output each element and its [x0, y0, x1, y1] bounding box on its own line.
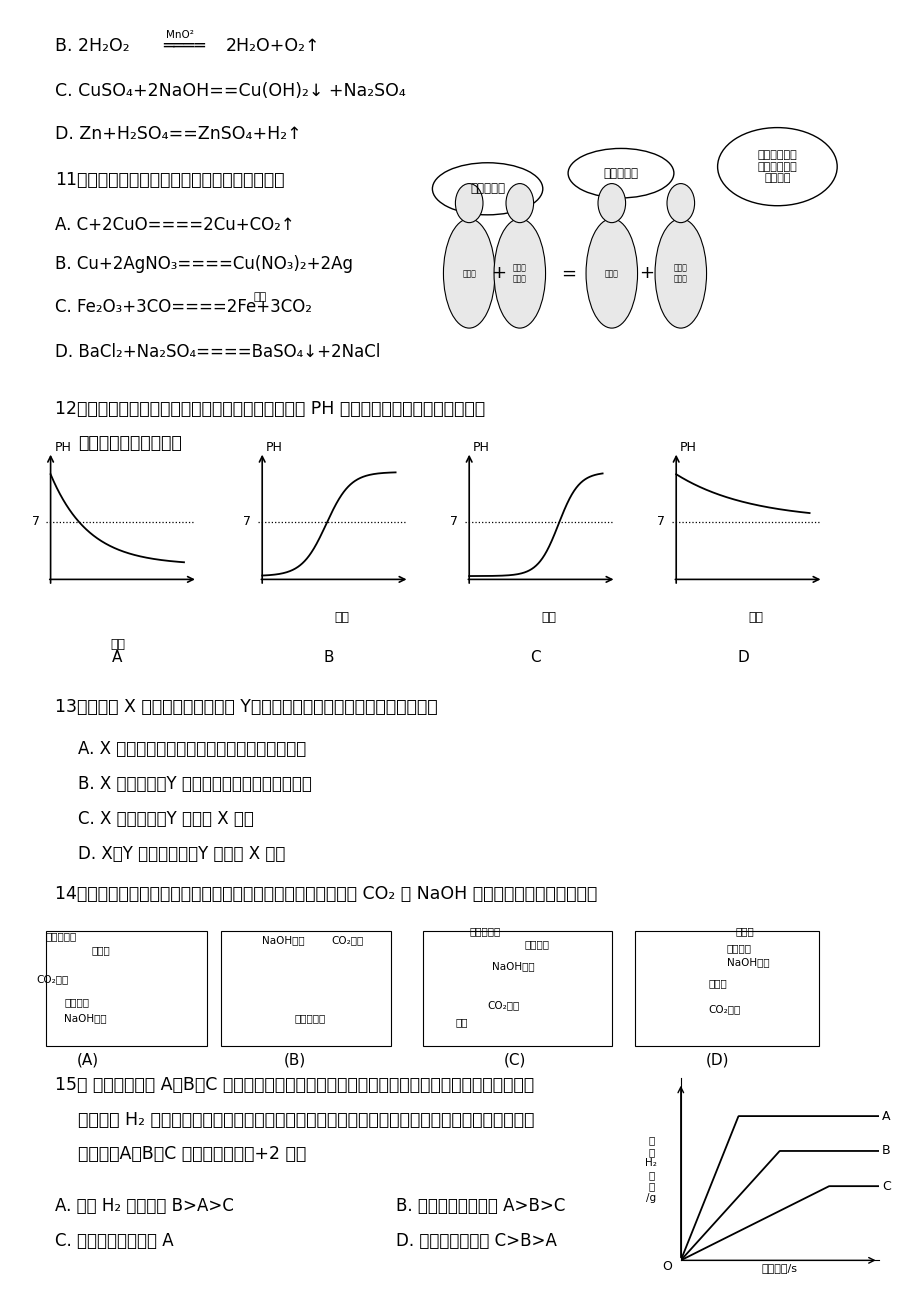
Text: 高温: 高温: [253, 292, 266, 302]
Text: 注入少量: 注入少量: [726, 943, 751, 953]
Text: B: B: [323, 650, 334, 665]
Text: 11、下列化学反应中，符合右图卡通画情景的是: 11、下列化学反应中，符合右图卡通画情景的是: [55, 171, 284, 189]
Text: C: C: [530, 650, 540, 665]
Text: CO₂气体: CO₂气体: [708, 1004, 740, 1014]
Text: 质量: 质量: [541, 611, 556, 624]
Text: A: A: [881, 1109, 890, 1122]
Text: B. 2H₂O₂: B. 2H₂O₂: [55, 36, 130, 55]
Text: NaOH溶液: NaOH溶液: [492, 961, 534, 971]
Text: D. X、Y 都是金属时，Y 一定比 X 活泼: D. X、Y 都是金属时，Y 一定比 X 活泼: [78, 845, 285, 863]
Bar: [221, 931, 391, 1046]
Text: C. CuSO₄+2NaOH==Cu(OH)₂↓ +Na₂SO₄: C. CuSO₄+2NaOH==Cu(OH)₂↓ +Na₂SO₄: [55, 82, 405, 100]
Ellipse shape: [585, 219, 637, 328]
Text: =: =: [561, 264, 575, 283]
Text: 14、有下列四种实验设计及操作，实验过程中其现象不足以说明 CO₂ 与 NaOH 溶液发生了反应的是（　）: 14、有下列四种实验设计及操作，实验过程中其现象不足以说明 CO₂ 与 NaOH…: [55, 885, 596, 904]
Text: 13、某单质 X 能从某溶液中置换出 Y，由此推断下列说法中正确的是（　　）: 13、某单质 X 能从某溶液中置换出 Y，由此推断下列说法中正确的是（ ）: [55, 698, 437, 716]
Bar: [634, 931, 818, 1046]
Text: 质量: 质量: [748, 611, 763, 624]
Text: 取下橡皮塞: 取下橡皮塞: [294, 1013, 325, 1023]
Text: PH: PH: [266, 441, 282, 454]
Text: A: A: [112, 650, 122, 665]
Text: 2H₂O+O₂↑: 2H₂O+O₂↑: [225, 36, 320, 55]
Text: (A): (A): [76, 1052, 98, 1068]
Text: B. Cu+2AgNO₃====Cu(NO₃)₂+2Ag: B. Cu+2AgNO₃====Cu(NO₃)₂+2Ag: [55, 255, 353, 273]
Text: PH: PH: [54, 441, 71, 454]
Text: (B): (B): [283, 1052, 305, 1068]
Text: A. C+2CuO====2Cu+CO₂↑: A. C+2CuO====2Cu+CO₂↑: [55, 216, 295, 234]
Text: 注射器: 注射器: [92, 945, 110, 956]
Bar: [46, 931, 207, 1046]
Text: 我是金属乙: 我是金属乙: [603, 167, 638, 180]
Text: C: C: [881, 1180, 890, 1193]
Text: （已知：A、B、C 在生成物中均为+2 价）: （已知：A、B、C 在生成物中均为+2 价）: [78, 1144, 306, 1163]
Text: O: O: [662, 1260, 672, 1273]
Text: +: +: [491, 264, 505, 283]
Text: NaOH溶液: NaOH溶液: [726, 957, 768, 967]
Ellipse shape: [717, 128, 836, 206]
Circle shape: [666, 184, 694, 223]
Text: CO₂气体: CO₂气体: [331, 935, 363, 945]
Text: NaOH溶液: NaOH溶液: [262, 935, 304, 945]
Text: D. BaCl₂+Na₂SO₄====BaSO₄↓+2NaCl: D. BaCl₂+Na₂SO₄====BaSO₄↓+2NaCl: [55, 342, 380, 361]
Text: ════: ════: [163, 36, 205, 55]
Circle shape: [597, 184, 625, 223]
Ellipse shape: [432, 163, 542, 215]
Text: CO₂气体: CO₂气体: [487, 1000, 519, 1010]
Text: (D): (D): [705, 1052, 729, 1068]
Text: 反应生成 H₂ 的质量与反应时间的关系如图所示。根据图中所提供的信息，得出的结论正确的是。: 反应生成 H₂ 的质量与反应时间的关系如图所示。根据图中所提供的信息，得出的结论…: [78, 1111, 534, 1129]
Ellipse shape: [443, 219, 494, 328]
Text: 金属乙
硫酸根: 金属乙 硫酸根: [512, 264, 527, 283]
Text: 7: 7: [656, 516, 664, 529]
Text: C. Fe₂O₃+3CO====2Fe+3CO₂: C. Fe₂O₃+3CO====2Fe+3CO₂: [55, 298, 312, 316]
Text: 曲线图合理的是（　）: 曲线图合理的是（ ）: [78, 434, 182, 452]
Text: A. X 一定是排在金属活动顺序表中氢以前的金属: A. X 一定是排在金属活动顺序表中氢以前的金属: [78, 740, 306, 758]
Text: 注入少量: 注入少量: [64, 997, 89, 1008]
Text: 塑料瓶: 塑料瓶: [708, 978, 726, 988]
Text: 金属乙: 金属乙: [604, 270, 618, 277]
Text: C. X 是金属时，Y 一定比 X 活泼: C. X 是金属时，Y 一定比 X 活泼: [78, 810, 254, 828]
Text: 我是金属甲: 我是金属甲: [470, 182, 505, 195]
Text: MnO²: MnO²: [165, 30, 193, 40]
Text: 我把金属乙赴
走了我的活动
性比它强: 我把金属乙赴 走了我的活动 性比它强: [756, 150, 797, 184]
Text: C. 反应速率最大的是 A: C. 反应速率最大的是 A: [55, 1232, 174, 1250]
Text: 7: 7: [449, 516, 458, 529]
Text: 与大气相通: 与大气相通: [469, 926, 500, 936]
Text: D. 相对原子质量是 C>B>A: D. 相对原子质量是 C>B>A: [395, 1232, 556, 1250]
Text: 质量: 质量: [110, 638, 125, 651]
Text: +: +: [639, 264, 653, 283]
Text: B: B: [881, 1144, 890, 1157]
Text: 7: 7: [31, 516, 40, 529]
Ellipse shape: [568, 148, 674, 198]
Text: 注射器: 注射器: [735, 926, 754, 936]
Bar: [423, 931, 611, 1046]
Circle shape: [455, 184, 482, 223]
Ellipse shape: [654, 219, 706, 328]
Text: 质量: 质量: [335, 611, 349, 624]
Text: 金属甲
硫酸根: 金属甲 硫酸根: [673, 264, 687, 283]
Text: PH: PH: [679, 441, 696, 454]
Text: 气泡: 气泡: [455, 1017, 468, 1027]
Text: PH: PH: [472, 441, 489, 454]
Ellipse shape: [494, 219, 545, 328]
Text: 12、向某盐酸中逐滴加入氮氧化钓溶液，所得溶液的 PH 与加入氮氧化钓溶液的质量关系: 12、向某盐酸中逐滴加入氮氧化钓溶液，所得溶液的 PH 与加入氮氧化钓溶液的质量…: [55, 400, 485, 418]
Text: NaOH溶液: NaOH溶液: [64, 1013, 107, 1023]
Text: 剑壳熟鸡蛋: 剑壳熟鸡蛋: [46, 931, 77, 941]
Circle shape: [505, 184, 533, 223]
Text: 金属甲: 金属甲: [461, 270, 476, 277]
Text: (C): (C): [504, 1052, 526, 1068]
Text: CO₂气体: CO₂气体: [37, 974, 69, 984]
Text: B. 金属活动性顺序是 A>B>C: B. 金属活动性顺序是 A>B>C: [395, 1197, 564, 1215]
X-axis label: 反应时间/s: 反应时间/s: [761, 1263, 797, 1273]
Text: A. 放出 H₂ 的质量是 B>A>C: A. 放出 H₂ 的质量是 B>A>C: [55, 1197, 233, 1215]
Text: 生
成
H₂
质
量
/g: 生 成 H₂ 质 量 /g: [644, 1135, 656, 1203]
Text: D. Zn+H₂SO₄==ZnSO₄+H₂↑: D. Zn+H₂SO₄==ZnSO₄+H₂↑: [55, 125, 301, 143]
Text: B. X 是金属时，Y 可能是金属，也可能是非金属: B. X 是金属时，Y 可能是金属，也可能是非金属: [78, 775, 312, 793]
Text: 15、 将质量相等的 A、B、C 三种金属，同时分别放入三份溶质质量分数相同且足量的稀盐酸中，: 15、 将质量相等的 A、B、C 三种金属，同时分别放入三份溶质质量分数相同且足…: [55, 1075, 534, 1094]
Text: 7: 7: [243, 516, 251, 529]
Text: 排压胶头: 排压胶头: [524, 939, 549, 949]
Text: D: D: [736, 650, 748, 665]
